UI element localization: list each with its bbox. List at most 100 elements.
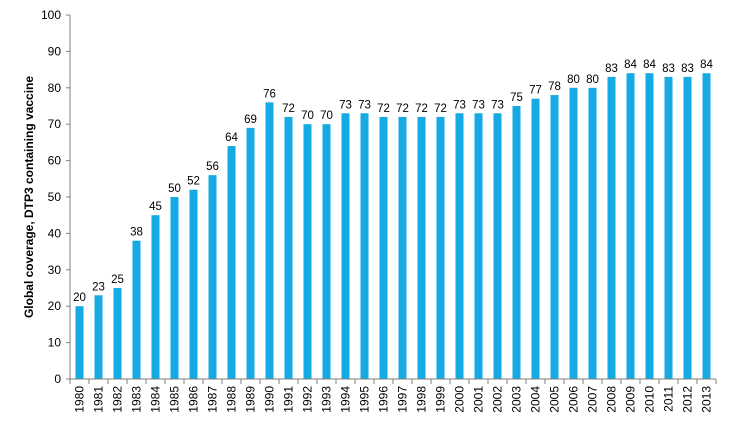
data-label: 80 bbox=[586, 74, 599, 86]
data-label: 77 bbox=[529, 85, 542, 97]
x-tick-label: 2007 bbox=[586, 386, 600, 413]
data-labels: 20 23 25 38 45 50 52 56 64 69 76 72 70 70 73 73 72 72 72 72… bbox=[73, 59, 713, 304]
bar bbox=[246, 127, 255, 379]
data-label: 84 bbox=[700, 59, 713, 71]
y-tick-label: 20 bbox=[48, 299, 62, 313]
x-axis-ticks: 1980 1981 1982 1983 1984 1985 1986 1987 1988 1989… bbox=[69, 379, 717, 413]
data-label: 72 bbox=[282, 103, 295, 115]
data-label: 73 bbox=[358, 99, 371, 111]
bar bbox=[75, 306, 84, 379]
data-label: 25 bbox=[111, 274, 124, 286]
x-tick-label: 1996 bbox=[377, 386, 391, 413]
x-tick-label: 1999 bbox=[434, 386, 448, 413]
data-label: 72 bbox=[434, 103, 447, 115]
x-tick-label: 1986 bbox=[187, 386, 201, 413]
x-tick-label: 1998 bbox=[415, 386, 429, 413]
data-label: 78 bbox=[548, 81, 561, 93]
bar bbox=[303, 124, 312, 379]
data-label: 73 bbox=[472, 99, 485, 111]
bar bbox=[645, 73, 654, 380]
bar bbox=[265, 102, 274, 380]
bar bbox=[170, 197, 179, 379]
x-tick-label: 2009 bbox=[624, 386, 638, 413]
data-label: 76 bbox=[263, 88, 276, 100]
y-tick-label: 60 bbox=[48, 154, 62, 168]
data-label: 45 bbox=[149, 201, 162, 213]
x-tick-label: 1995 bbox=[358, 386, 372, 413]
y-tick-label: 50 bbox=[48, 190, 62, 204]
bar bbox=[94, 295, 103, 379]
bar bbox=[455, 113, 464, 379]
x-tick-label: 1992 bbox=[301, 386, 315, 413]
data-label: 70 bbox=[320, 110, 333, 122]
bars bbox=[75, 73, 711, 380]
x-tick-label: 2003 bbox=[510, 386, 524, 413]
x-tick-label: 1991 bbox=[282, 386, 296, 413]
x-tick-label: 2001 bbox=[472, 386, 486, 413]
bar bbox=[208, 175, 217, 379]
y-tick-label: 40 bbox=[48, 226, 62, 240]
data-label: 72 bbox=[415, 103, 428, 115]
data-label: 72 bbox=[377, 103, 390, 115]
data-label: 70 bbox=[301, 110, 314, 122]
bar bbox=[132, 240, 141, 379]
y-tick-label: 30 bbox=[48, 263, 62, 277]
bar bbox=[493, 113, 502, 379]
bar bbox=[702, 73, 711, 380]
x-tick-label: 1990 bbox=[263, 386, 277, 413]
data-label: 38 bbox=[130, 227, 143, 239]
data-label: 69 bbox=[244, 114, 257, 126]
x-tick-label: 1988 bbox=[225, 386, 239, 413]
x-tick-label: 2012 bbox=[681, 386, 695, 413]
x-tick-label: 1980 bbox=[73, 386, 87, 413]
bar bbox=[683, 76, 692, 379]
x-tick-label: 2008 bbox=[605, 386, 619, 413]
x-tick-label: 2011 bbox=[662, 386, 676, 412]
data-label: 52 bbox=[187, 176, 200, 188]
y-axis-ticks: 0 10 20 30 40 50 60 70 80 90 100 bbox=[41, 8, 70, 386]
data-label: 56 bbox=[206, 161, 219, 173]
y-axis-title-group: Global coverage, DTP3 containing vaccine bbox=[22, 76, 36, 318]
data-label: 84 bbox=[643, 59, 656, 71]
x-tick-label: 2006 bbox=[567, 386, 581, 413]
data-label: 84 bbox=[624, 59, 637, 71]
data-label: 73 bbox=[339, 99, 352, 111]
data-label: 80 bbox=[567, 74, 580, 86]
data-label: 83 bbox=[605, 63, 618, 75]
bar bbox=[436, 116, 445, 380]
bar bbox=[512, 106, 521, 379]
y-tick-label: 10 bbox=[48, 336, 62, 350]
x-tick-label: 1993 bbox=[320, 386, 334, 413]
bar bbox=[588, 87, 597, 380]
bar bbox=[151, 215, 160, 379]
bar bbox=[531, 98, 540, 379]
data-label: 73 bbox=[453, 99, 466, 111]
data-label: 73 bbox=[491, 99, 504, 111]
y-tick-label: 70 bbox=[48, 117, 62, 131]
bar bbox=[607, 76, 616, 379]
data-label: 20 bbox=[73, 292, 86, 304]
bar bbox=[569, 87, 578, 380]
x-tick-label: 2013 bbox=[700, 386, 714, 413]
x-tick-label: 1997 bbox=[396, 386, 410, 413]
x-tick-label: 1982 bbox=[111, 386, 125, 413]
bar bbox=[322, 124, 331, 379]
data-label: 50 bbox=[168, 183, 181, 195]
data-label: 75 bbox=[510, 92, 523, 104]
bar bbox=[664, 76, 673, 379]
bar bbox=[227, 146, 236, 379]
y-tick-label: 90 bbox=[48, 44, 62, 58]
bar bbox=[417, 116, 426, 380]
x-tick-label: 2000 bbox=[453, 386, 467, 413]
data-label: 83 bbox=[662, 63, 675, 75]
x-tick-label: 2004 bbox=[529, 386, 543, 413]
bar bbox=[474, 113, 483, 379]
bar bbox=[626, 73, 635, 380]
bar bbox=[379, 116, 388, 380]
x-tick-label: 1983 bbox=[130, 386, 144, 413]
bar bbox=[341, 113, 350, 379]
y-tick-label: 0 bbox=[54, 372, 61, 386]
x-tick-label: 1987 bbox=[206, 386, 220, 413]
